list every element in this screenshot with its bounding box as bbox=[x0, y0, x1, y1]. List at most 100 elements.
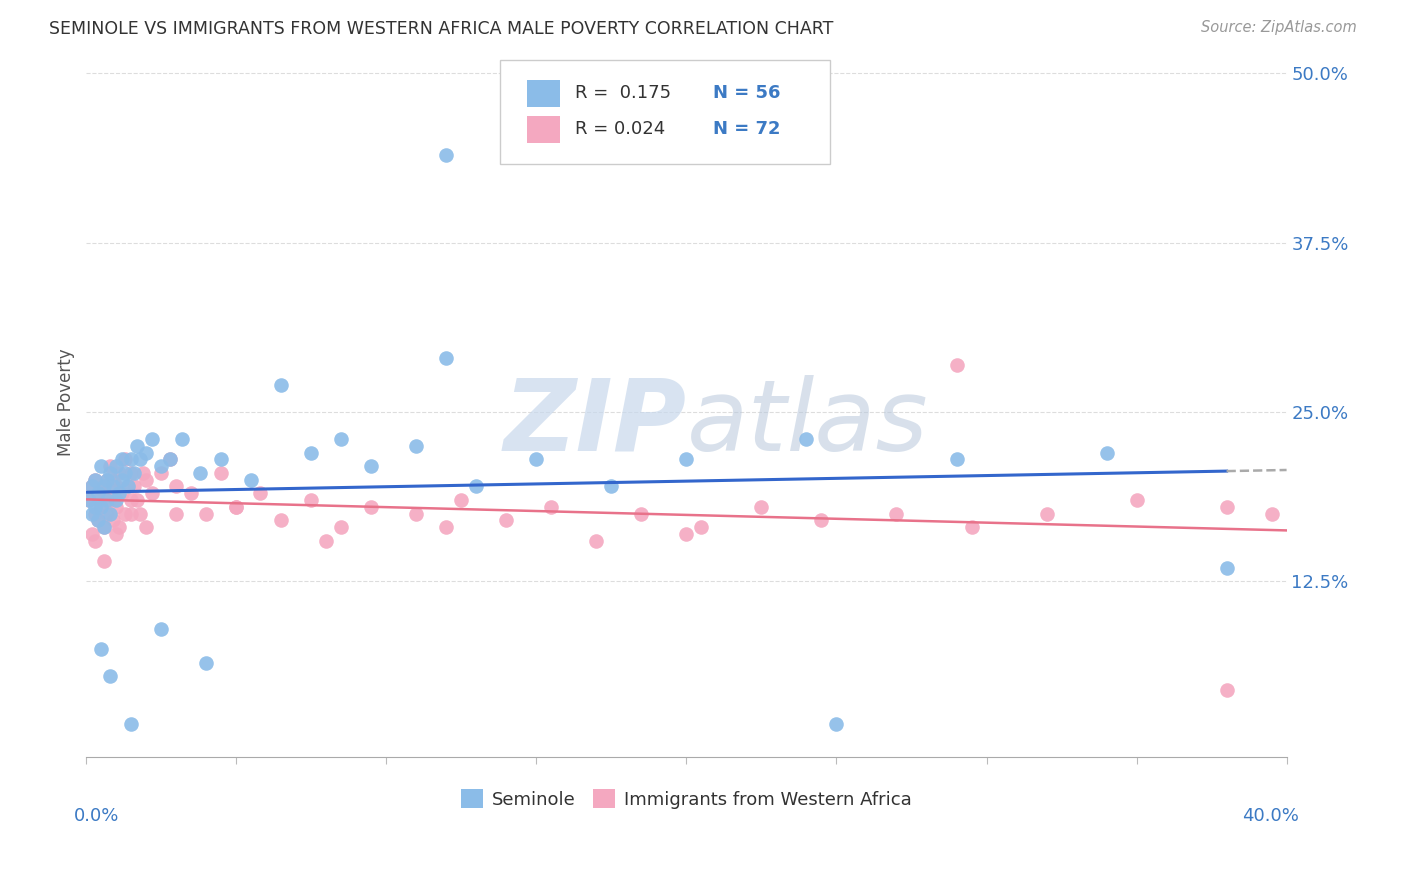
Text: R = 0.024: R = 0.024 bbox=[575, 120, 665, 138]
Point bbox=[129, 452, 152, 467]
Point bbox=[114, 452, 136, 467]
Point bbox=[225, 500, 247, 514]
Point bbox=[103, 479, 125, 493]
Point bbox=[87, 493, 110, 508]
Point bbox=[124, 466, 146, 480]
Point bbox=[120, 466, 142, 480]
Point bbox=[82, 479, 104, 493]
Point bbox=[79, 493, 101, 508]
Point bbox=[93, 554, 115, 568]
Text: atlas: atlas bbox=[686, 375, 928, 472]
Point bbox=[945, 452, 967, 467]
Point bbox=[111, 452, 134, 467]
Point bbox=[675, 527, 697, 541]
Point bbox=[96, 493, 118, 508]
Point bbox=[90, 642, 112, 657]
Point bbox=[90, 479, 112, 493]
Point bbox=[1215, 500, 1237, 514]
Point bbox=[960, 520, 983, 534]
Point bbox=[114, 466, 136, 480]
Point bbox=[132, 466, 155, 480]
FancyBboxPatch shape bbox=[527, 80, 561, 107]
Point bbox=[129, 507, 152, 521]
Point bbox=[105, 493, 128, 508]
Point bbox=[495, 513, 517, 527]
Point bbox=[79, 493, 101, 508]
Point bbox=[127, 493, 149, 508]
Point bbox=[945, 358, 967, 372]
Point bbox=[108, 466, 131, 480]
Point bbox=[172, 432, 194, 446]
Point bbox=[188, 466, 211, 480]
Point bbox=[434, 351, 457, 365]
Point bbox=[103, 473, 125, 487]
Point bbox=[886, 507, 908, 521]
Point bbox=[105, 500, 128, 514]
Point bbox=[87, 486, 110, 500]
Point bbox=[90, 500, 112, 514]
Point bbox=[825, 716, 848, 731]
Point bbox=[98, 459, 121, 474]
Point bbox=[120, 493, 142, 508]
Point bbox=[1095, 445, 1118, 459]
FancyBboxPatch shape bbox=[501, 61, 831, 163]
Point bbox=[127, 439, 149, 453]
Point bbox=[120, 507, 142, 521]
Point bbox=[405, 439, 427, 453]
Point bbox=[209, 466, 232, 480]
Point bbox=[1125, 493, 1147, 508]
Point bbox=[84, 507, 107, 521]
Point bbox=[135, 520, 157, 534]
Text: N = 72: N = 72 bbox=[713, 120, 780, 138]
Point bbox=[299, 493, 322, 508]
Point bbox=[405, 507, 427, 521]
Point bbox=[526, 452, 548, 467]
Point bbox=[98, 669, 121, 683]
Point bbox=[82, 507, 104, 521]
FancyBboxPatch shape bbox=[527, 116, 561, 143]
Point bbox=[141, 486, 163, 500]
Text: N = 56: N = 56 bbox=[713, 85, 780, 103]
Point bbox=[96, 507, 118, 521]
Point bbox=[675, 452, 697, 467]
Point bbox=[105, 479, 128, 493]
Point bbox=[450, 493, 472, 508]
Point bbox=[315, 533, 337, 548]
Point bbox=[751, 500, 773, 514]
Point bbox=[434, 147, 457, 161]
Point bbox=[114, 507, 136, 521]
Point bbox=[150, 459, 173, 474]
Point bbox=[105, 527, 128, 541]
Point bbox=[330, 432, 353, 446]
Point bbox=[360, 459, 382, 474]
Point bbox=[434, 520, 457, 534]
Point bbox=[180, 486, 202, 500]
Point bbox=[1215, 682, 1237, 697]
Point bbox=[141, 432, 163, 446]
Point bbox=[117, 479, 139, 493]
Text: 40.0%: 40.0% bbox=[1241, 807, 1299, 825]
Point bbox=[103, 513, 125, 527]
Point bbox=[195, 507, 218, 521]
Point bbox=[600, 479, 623, 493]
Point bbox=[630, 507, 652, 521]
Point bbox=[124, 479, 146, 493]
Point bbox=[360, 500, 382, 514]
Point bbox=[120, 452, 142, 467]
Point bbox=[1215, 560, 1237, 574]
Text: 0.0%: 0.0% bbox=[75, 807, 120, 825]
Point bbox=[465, 479, 488, 493]
Legend: Seminole, Immigrants from Western Africa: Seminole, Immigrants from Western Africa bbox=[454, 782, 920, 816]
Point bbox=[108, 520, 131, 534]
Point bbox=[108, 486, 131, 500]
Point bbox=[82, 479, 104, 493]
Point bbox=[84, 533, 107, 548]
Point bbox=[810, 513, 832, 527]
Point bbox=[93, 520, 115, 534]
Point bbox=[270, 513, 292, 527]
Point bbox=[330, 520, 353, 534]
Point bbox=[98, 493, 121, 508]
Point bbox=[120, 716, 142, 731]
Point bbox=[195, 656, 218, 670]
Point bbox=[150, 466, 173, 480]
